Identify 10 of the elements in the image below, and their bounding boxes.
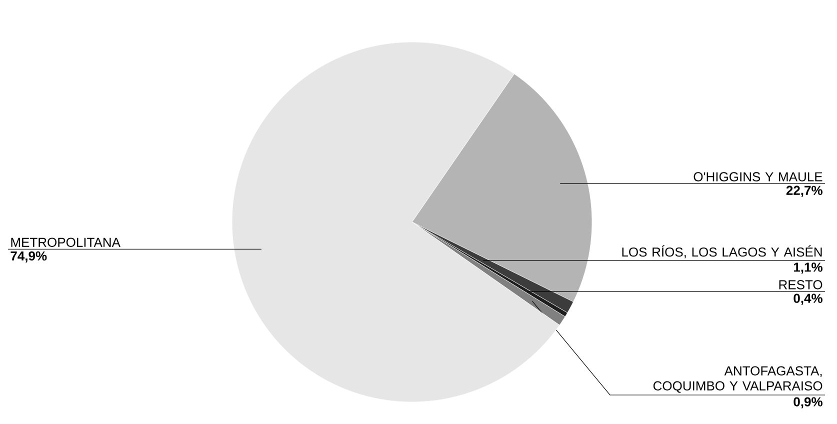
data-label: 74,9% bbox=[10, 251, 47, 262]
slice-label: O'HIGGINS Y MAULE bbox=[694, 172, 822, 182]
slice-label: RESTO bbox=[779, 280, 822, 290]
data-label: 1,1% bbox=[794, 262, 822, 274]
slice-label: LOS RÍOS, LOS LAGOS Y AISÉN bbox=[622, 245, 822, 258]
data-label: 22,7% bbox=[786, 186, 822, 197]
data-label: 0,9% bbox=[794, 397, 822, 408]
slice-label: ANTOFAGASTA, COQUIMBO Y VALPARAISO bbox=[653, 366, 822, 393]
slice-label: METROPOLITANA bbox=[11, 238, 120, 247]
data-label: 0,4% bbox=[794, 294, 822, 305]
